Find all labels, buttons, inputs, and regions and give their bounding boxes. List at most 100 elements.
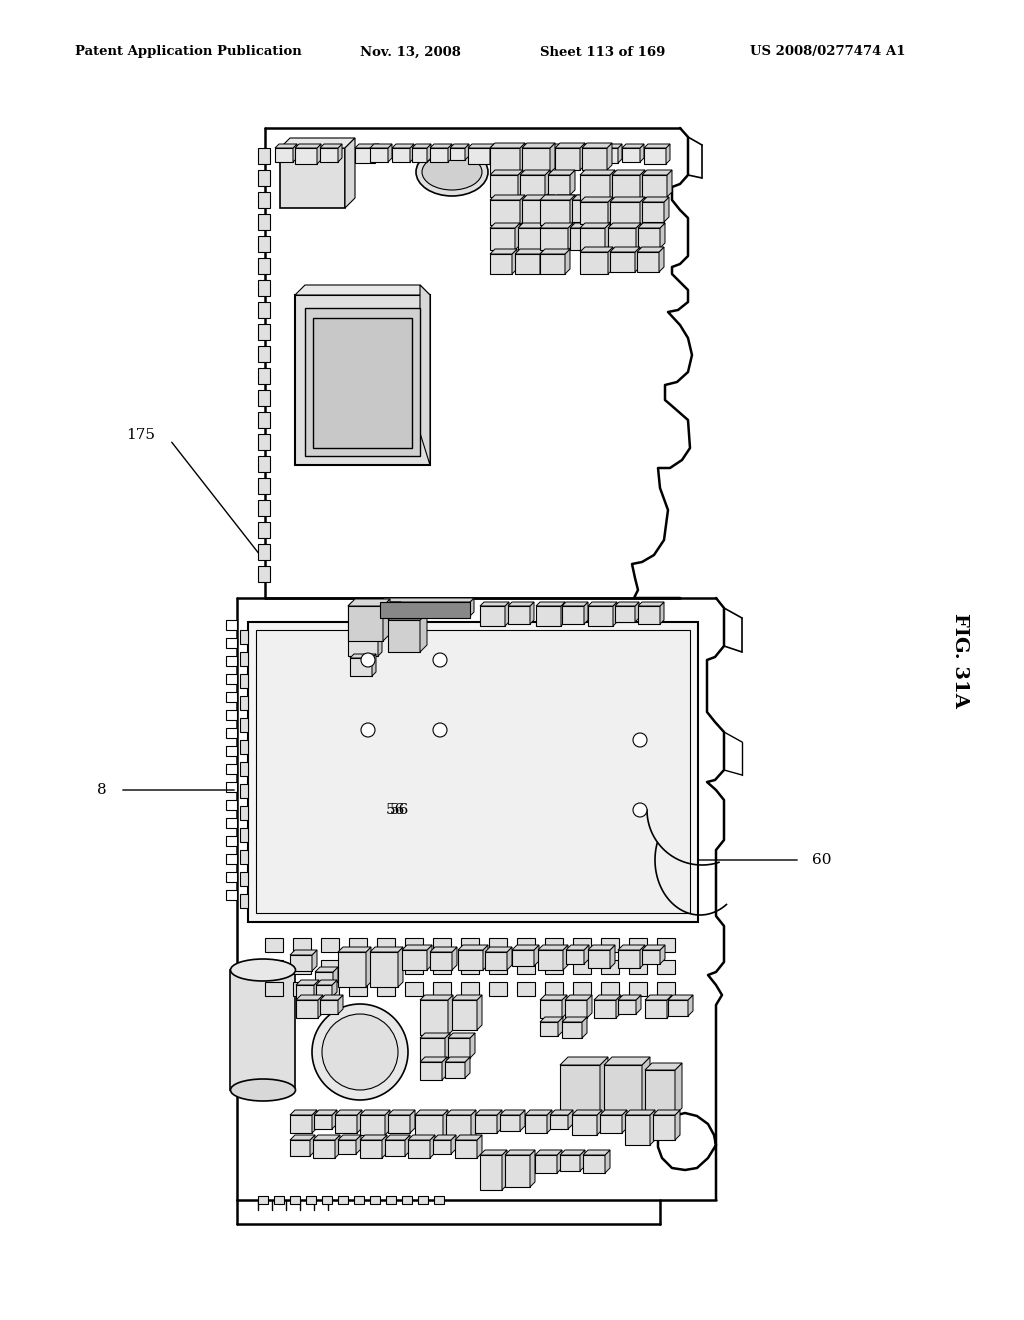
Polygon shape [443, 1110, 449, 1150]
Polygon shape [505, 1150, 535, 1155]
Bar [475, 1115, 497, 1133]
Bar [377, 982, 395, 997]
Bar [322, 1196, 332, 1204]
Bar [573, 982, 591, 997]
Polygon shape [385, 1135, 410, 1140]
Polygon shape [412, 144, 431, 148]
Polygon shape [470, 1034, 475, 1059]
Polygon shape [410, 144, 414, 162]
Bar [490, 253, 512, 275]
Polygon shape [366, 946, 371, 987]
Bar [588, 950, 610, 968]
Bar [348, 606, 383, 642]
Bar [314, 1115, 332, 1129]
Bar [572, 1115, 597, 1135]
Bar [625, 1115, 650, 1144]
Bar [610, 202, 640, 227]
Polygon shape [675, 1063, 682, 1115]
Polygon shape [317, 144, 321, 164]
Polygon shape [357, 1110, 362, 1133]
Bar [258, 521, 270, 539]
Polygon shape [550, 1110, 573, 1115]
Bar [420, 1038, 445, 1060]
Polygon shape [392, 144, 414, 148]
Polygon shape [449, 1034, 475, 1038]
Bar [295, 148, 317, 164]
Polygon shape [597, 1110, 602, 1135]
Bar [240, 762, 248, 776]
Bar [402, 1196, 412, 1204]
Polygon shape [540, 1016, 563, 1022]
Bar [446, 1115, 471, 1144]
Polygon shape [398, 946, 403, 987]
Bar [433, 960, 451, 974]
Polygon shape [477, 995, 482, 1030]
Polygon shape [660, 223, 665, 248]
Polygon shape [290, 1110, 317, 1115]
Bar [258, 148, 270, 164]
Polygon shape [490, 144, 494, 164]
Bar [370, 952, 398, 987]
Bar [380, 602, 470, 618]
Bar [226, 854, 237, 865]
Bar [601, 982, 618, 997]
Bar [338, 1140, 356, 1154]
Circle shape [633, 733, 647, 747]
Bar [500, 1115, 520, 1131]
Bar [562, 606, 584, 624]
Polygon shape [430, 144, 452, 148]
Bar [240, 630, 248, 644]
Bar [226, 638, 237, 648]
Polygon shape [640, 945, 645, 968]
Polygon shape [508, 602, 534, 606]
Polygon shape [640, 144, 644, 162]
Circle shape [361, 653, 375, 667]
Polygon shape [360, 1135, 387, 1140]
Polygon shape [584, 602, 588, 624]
Polygon shape [505, 602, 509, 626]
Polygon shape [550, 195, 555, 224]
Circle shape [312, 1005, 408, 1100]
Polygon shape [265, 128, 680, 598]
Bar [489, 982, 507, 997]
Bar [536, 606, 561, 626]
Polygon shape [570, 195, 575, 224]
Text: Nov. 13, 2008: Nov. 13, 2008 [360, 45, 461, 58]
Bar [452, 1001, 477, 1030]
Polygon shape [490, 223, 520, 228]
Circle shape [633, 803, 647, 817]
Polygon shape [430, 1135, 435, 1158]
Polygon shape [348, 602, 378, 606]
Polygon shape [625, 1110, 655, 1115]
Polygon shape [530, 1150, 535, 1187]
Text: 56: 56 [390, 803, 410, 817]
Polygon shape [480, 602, 509, 606]
Polygon shape [465, 144, 469, 160]
Bar [545, 960, 563, 974]
Polygon shape [348, 599, 390, 606]
Polygon shape [507, 946, 512, 970]
Bar [517, 982, 535, 997]
Polygon shape [420, 285, 430, 465]
Bar [293, 960, 311, 974]
Polygon shape [485, 946, 512, 952]
Polygon shape [313, 1135, 340, 1140]
Polygon shape [540, 223, 573, 228]
Bar [517, 960, 535, 974]
Polygon shape [552, 195, 582, 201]
Bar [258, 1196, 268, 1204]
Bar [258, 302, 270, 318]
Text: 56: 56 [385, 803, 404, 817]
Polygon shape [295, 144, 321, 148]
Bar [489, 960, 507, 974]
Polygon shape [360, 1110, 390, 1115]
Polygon shape [558, 144, 577, 148]
Polygon shape [570, 223, 600, 228]
Polygon shape [427, 945, 432, 970]
Bar [321, 939, 339, 952]
Polygon shape [446, 1110, 476, 1115]
Polygon shape [314, 1110, 337, 1115]
Bar [240, 873, 248, 886]
Polygon shape [588, 602, 617, 606]
Bar [598, 148, 618, 162]
